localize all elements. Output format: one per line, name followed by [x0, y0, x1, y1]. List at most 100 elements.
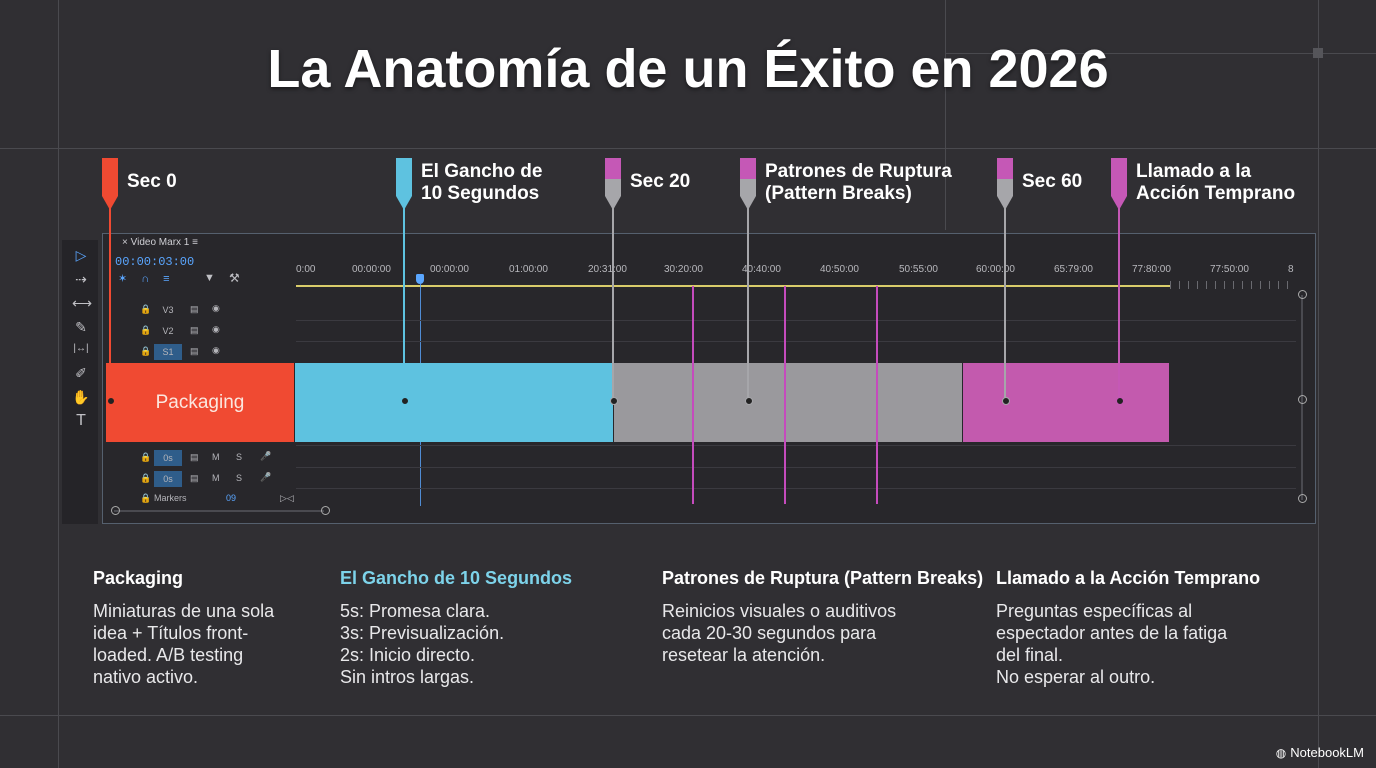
- lock-icon[interactable]: 🔒: [140, 346, 152, 356]
- solo-icon[interactable]: S: [236, 473, 243, 483]
- video-track-header: 🔒 S1 ▤ ◉: [104, 342, 294, 362]
- mic-icon[interactable]: 🎤: [260, 472, 272, 482]
- film-icon[interactable]: ▤: [190, 304, 199, 314]
- marker-pin-end: [401, 397, 409, 405]
- marker-pin-head[interactable]: [396, 158, 412, 196]
- marker-pin-tip: [396, 196, 412, 210]
- track-divider: [296, 467, 1296, 468]
- film-icon[interactable]: ▤: [190, 325, 199, 335]
- mute-icon[interactable]: M: [212, 473, 220, 483]
- wrench-icon[interactable]: ⚒: [229, 271, 240, 285]
- marker-pin-line: [109, 208, 111, 400]
- clip-cta[interactable]: [963, 363, 1169, 442]
- track-name[interactable]: S1: [154, 344, 182, 360]
- timecode-readout[interactable]: 00:00:03:00: [115, 255, 195, 269]
- ruler-ticks: [1170, 281, 1295, 289]
- timeline-controls[interactable]: ✶∩≡: [118, 273, 184, 285]
- marker-pin-line: [1118, 208, 1120, 400]
- ruler-tick-label: 40:40:00: [742, 264, 781, 275]
- track-divider: [296, 445, 1296, 446]
- film-icon[interactable]: ▤: [190, 346, 199, 356]
- clip-hook[interactable]: [295, 363, 613, 442]
- playhead-handle[interactable]: [416, 274, 424, 284]
- eye-icon[interactable]: ◉: [212, 345, 220, 355]
- mic-icon[interactable]: 🎤: [260, 451, 272, 461]
- scroll-handle-left[interactable]: [111, 506, 120, 515]
- ruler-tick-label: 0:00: [296, 264, 316, 275]
- track-name[interactable]: 0s: [154, 450, 182, 466]
- video-track-header: 🔒 V3 ▤ ◉: [104, 300, 294, 320]
- clip-fill: [963, 363, 1169, 442]
- ripple-edit-icon[interactable]: ⟷: [72, 295, 93, 311]
- type-icon[interactable]: T: [76, 412, 86, 429]
- marker-pin-head[interactable]: [102, 158, 118, 196]
- marker-pin-head[interactable]: [1111, 158, 1127, 196]
- marker-pin-head[interactable]: [740, 158, 756, 196]
- ruler-tick-label: 00:00:00: [430, 264, 469, 275]
- lock-icon[interactable]: 🔒: [140, 473, 152, 483]
- pen-icon[interactable]: ✐: [75, 365, 87, 381]
- sequence-tab[interactable]: × Video Marx 1 ≡: [122, 237, 198, 248]
- clip-pattern-breaks[interactable]: [614, 363, 962, 442]
- page-title: La Anatomía de un Éxito en 2026: [267, 39, 1109, 99]
- marker-pin-tip: [1111, 196, 1127, 210]
- vscroll-handle-mid[interactable]: [1298, 395, 1307, 404]
- lock-icon[interactable]: 🔒: [140, 452, 152, 462]
- film-icon[interactable]: ▤: [190, 473, 199, 483]
- track-name[interactable]: V2: [162, 326, 174, 336]
- vscroll-handle-top[interactable]: [1298, 290, 1307, 299]
- vscroll-handle-bottom[interactable]: [1298, 494, 1307, 503]
- grid-node: [1313, 48, 1323, 58]
- section-heading: Packaging: [93, 568, 184, 588]
- selection-tool-icon[interactable]: ▷: [75, 247, 87, 263]
- track-divider: [296, 488, 1296, 489]
- ruler-tick-label: 20:31:00: [588, 264, 627, 275]
- razor-icon[interactable]: ✎: [75, 319, 87, 335]
- clip-label: Packaging: [155, 391, 245, 413]
- marker-pin-head[interactable]: [997, 158, 1013, 196]
- lock-icon[interactable]: 🔒: [140, 304, 152, 314]
- film-icon[interactable]: ▤: [190, 452, 199, 462]
- eye-icon[interactable]: ◉: [212, 324, 220, 334]
- scroll-handle-right[interactable]: [321, 506, 330, 515]
- ruler-tick-label: 40:50:00: [820, 264, 859, 275]
- track-select-icon[interactable]: ⇢: [75, 271, 87, 287]
- pattern-break-marker: [784, 286, 786, 504]
- marker-pin-end: [1002, 397, 1010, 405]
- marker-icon[interactable]: ▼: [204, 272, 215, 284]
- tools-panel: ▷ ⇢ ⟷ ✎ |↔| ✐ ✋ T: [62, 240, 98, 524]
- marker-label: Sec 60: [1022, 171, 1083, 192]
- grid-line: [945, 0, 946, 230]
- ruler-tick-label: 77:80:00: [1132, 264, 1171, 275]
- marker-pin-tip: [102, 196, 118, 210]
- track-name[interactable]: 0s: [154, 471, 182, 487]
- brand-name: NotebookLM: [1290, 745, 1364, 760]
- marker-label: Sec 0: [127, 171, 177, 192]
- solo-icon[interactable]: S: [236, 452, 243, 462]
- grid-line: [1318, 0, 1319, 768]
- markers-value: 09: [226, 493, 237, 503]
- clip-fill: [614, 363, 962, 442]
- work-area-bar: [296, 285, 1170, 287]
- section-heading: Llamado a la Acción Temprano: [996, 568, 1261, 588]
- lock-icon[interactable]: 🔒: [140, 493, 152, 503]
- eye-icon[interactable]: ◉: [212, 303, 220, 313]
- slip-icon[interactable]: |↔|: [73, 343, 89, 354]
- marker-pin-head[interactable]: [605, 158, 621, 196]
- track-name[interactable]: V3: [162, 305, 174, 315]
- lock-icon[interactable]: 🔒: [140, 325, 152, 335]
- marker-pin-line: [1004, 208, 1006, 400]
- section-heading: Patrones de Ruptura (Pattern Breaks): [662, 568, 984, 588]
- horizontal-scrollbar[interactable]: [114, 510, 324, 512]
- markers-track: 🔒 Markers 09 ▷◁: [104, 490, 294, 510]
- mute-icon[interactable]: M: [212, 452, 220, 462]
- clip-packaging[interactable]: Packaging: [106, 363, 294, 442]
- expand-icon[interactable]: ▷◁: [280, 493, 294, 503]
- pattern-break-marker: [876, 286, 878, 504]
- grid-line: [945, 53, 1376, 54]
- hand-icon[interactable]: ✋: [72, 389, 90, 405]
- section-body: 5s: Promesa clara. 3s: Previsualización.…: [340, 601, 505, 687]
- marker-label: Sec 20: [630, 171, 691, 192]
- marker-pin-tip: [997, 196, 1013, 210]
- marker-label: Patrones de Ruptura (Pattern Breaks): [765, 161, 952, 204]
